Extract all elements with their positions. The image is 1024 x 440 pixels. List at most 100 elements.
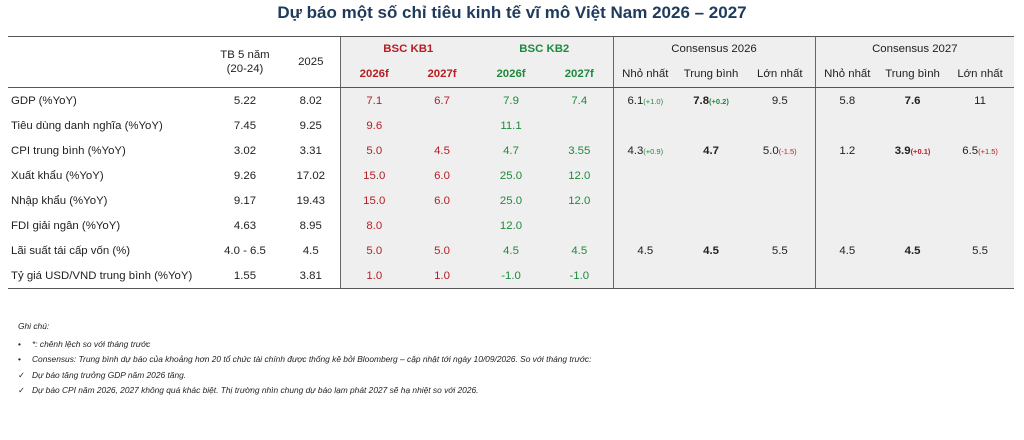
cell-c27-max bbox=[946, 113, 1015, 138]
cell-tb5-value: 9.17 bbox=[233, 194, 257, 207]
header-kb1: BSC KB1 bbox=[339, 36, 477, 61]
cell-kb2-2027: 4.5 bbox=[546, 238, 614, 263]
cell-c26-mid: 4.5 bbox=[677, 238, 746, 263]
row-label-value: FDI giải ngân (%YoY) bbox=[11, 219, 121, 232]
table-row: Lãi suất tái cấp vốn (%) 4.0 - 6.5 4.5 5.0 5… bbox=[8, 238, 1015, 263]
cell-kb1-2026-value: 7.1 bbox=[366, 94, 383, 107]
cell-kb1-2027: 6.7 bbox=[408, 87, 477, 113]
cell-c27-max bbox=[946, 163, 1015, 188]
cell-2025-value: 4.5 bbox=[302, 244, 319, 257]
cell-kb2-2026-value: 25.0 bbox=[499, 169, 523, 182]
cell-kb2-2026-value: 4.7 bbox=[503, 144, 519, 157]
cell-kb1-2026: 7.1 bbox=[339, 87, 408, 113]
cell-c27-min: 5.8 bbox=[815, 87, 880, 113]
notes-section: Ghi chú: • *: chênh lệch so với tháng trư… bbox=[18, 319, 591, 399]
cell-c27-max bbox=[946, 213, 1015, 238]
note-marker: • bbox=[18, 354, 21, 364]
cell-kb2-2026: 12.0 bbox=[476, 213, 547, 238]
cell-c26-min bbox=[613, 113, 678, 138]
cell-c26-mid-value: 4.5 bbox=[703, 244, 719, 257]
header-kb1-2027: 2027f bbox=[408, 61, 477, 88]
cell-tb5: 7.45 bbox=[208, 113, 282, 138]
header-kb1-2026: 2026f bbox=[339, 61, 408, 88]
note-text: Consensus: Trung bình dự báo của khoảng … bbox=[32, 354, 592, 364]
header-tb5-label: TB 5 năm bbox=[220, 49, 270, 61]
cell-kb1-2026: 5.0 bbox=[339, 138, 408, 163]
cell-tb5-value: 4.63 bbox=[233, 219, 257, 232]
cell-kb2-2027-value: 7.4 bbox=[571, 94, 588, 107]
row-label: Lãi suất tái cấp vốn (%) bbox=[8, 238, 208, 263]
cell-c27-max: 6.5(+1.5) bbox=[946, 138, 1015, 163]
cell-c26-max-value: 9.5 bbox=[771, 94, 788, 107]
note-item: ✓ Dự báo tăng trưởng GDP năm 2026 tăng. bbox=[18, 368, 591, 384]
cell-kb1-2026-value: 15.0 bbox=[363, 169, 386, 182]
cell-kb1-2026-value: 5.0 bbox=[366, 244, 383, 257]
cell-kb1-2027: 6.0 bbox=[408, 163, 477, 188]
page-title: Dự báo một số chỉ tiêu kinh tế vĩ mô Việ… bbox=[277, 3, 747, 22]
cell-c27-mid bbox=[879, 113, 947, 138]
cell-c27-max bbox=[946, 188, 1015, 213]
note-text: Dự báo tăng trưởng GDP năm 2026 tăng. bbox=[32, 369, 187, 380]
cell-kb2-2027: 3.55 bbox=[546, 138, 614, 163]
cell-tb5: 9.17 bbox=[208, 188, 282, 213]
change-badge: (+0.9) bbox=[643, 146, 664, 156]
cell-c27-max: 11 bbox=[946, 87, 1015, 113]
cell-tb5: 3.02 bbox=[208, 138, 282, 163]
header-kb2-2026: 2026f bbox=[476, 61, 547, 88]
row-label-value: Tỷ giá USD/VND trung bình (%YoY) bbox=[11, 269, 193, 282]
row-label-value: Tiêu dùng danh nghĩa (%YoY) bbox=[11, 119, 163, 132]
header-tb5: TB 5 năm (20-24) bbox=[208, 36, 282, 88]
cell-c27-min-value: 1.2 bbox=[839, 144, 856, 157]
cell-c27-mid-value: 4.5 bbox=[904, 244, 921, 257]
cell-c26-max: 5.5 bbox=[745, 238, 816, 263]
cell-c26-max: 9.5 bbox=[745, 87, 816, 113]
cell-2025-value: 8.95 bbox=[299, 219, 322, 232]
table-row: Nhập khẩu (%YoY) 9.17 19.43 15.0 6.0 25.0 12.0 bbox=[8, 188, 1015, 213]
cell-c27-min: 4.5 bbox=[815, 238, 880, 263]
cell-kb1-2027-value: 1.0 bbox=[434, 269, 450, 282]
cell-kb2-2027: -1.0 bbox=[546, 263, 614, 289]
cell-c27-min bbox=[815, 213, 880, 238]
cell-kb1-2027: 4.5 bbox=[408, 138, 477, 163]
notes-heading: Ghi chú: bbox=[18, 321, 50, 331]
cell-c27-mid bbox=[879, 188, 947, 213]
cell-c26-max bbox=[745, 163, 816, 188]
cell-kb1-2026: 15.0 bbox=[339, 188, 408, 213]
cell-2025: 4.5 bbox=[282, 238, 340, 263]
note-marker: ✓ bbox=[18, 369, 26, 380]
cell-kb1-2027 bbox=[408, 113, 477, 138]
cell-kb2-2026-value: 7.9 bbox=[503, 94, 519, 107]
cell-c26-mid bbox=[677, 188, 746, 213]
header-corner bbox=[8, 36, 208, 61]
cell-c26-min: 4.3(+0.9) bbox=[613, 138, 678, 163]
cell-c26-min bbox=[613, 263, 678, 289]
cell-kb2-2027: 12.0 bbox=[546, 188, 614, 213]
row-label-value: GDP (%YoY) bbox=[11, 94, 77, 107]
cell-c26-mid bbox=[677, 113, 746, 138]
note-item: • Consensus: Trung bình dự báo của khoảng… bbox=[18, 352, 591, 368]
header-c27-mid: Trung bình bbox=[879, 61, 947, 88]
cell-kb1-2027-value: 6.7 bbox=[434, 94, 450, 107]
row-label: CPI trung bình (%YoY) bbox=[8, 138, 208, 163]
cell-kb2-2026: 4.7 bbox=[476, 138, 547, 163]
cell-kb1-2027 bbox=[408, 213, 477, 238]
table-row: Xuất khẩu (%YoY) 9.26 17.02 15.0 6.0 25.0 12.0 bbox=[8, 163, 1015, 188]
cell-2025: 8.95 bbox=[282, 213, 340, 238]
cell-c27-max bbox=[946, 263, 1015, 289]
cell-kb2-2026: 25.0 bbox=[476, 163, 547, 188]
cell-c26-max-value: 5.0 bbox=[762, 144, 779, 157]
cell-c27-mid bbox=[879, 163, 947, 188]
cell-c27-min: 1.2 bbox=[815, 138, 880, 163]
cell-kb1-2026-value: 9.6 bbox=[366, 119, 383, 132]
cell-kb1-2026-value: 5.0 bbox=[366, 144, 383, 157]
cell-tb5-value: 7.45 bbox=[233, 119, 257, 132]
cell-kb2-2027-value: 4.5 bbox=[571, 244, 588, 257]
row-label: Nhập khẩu (%YoY) bbox=[8, 188, 208, 213]
header-2025: 2025 bbox=[282, 36, 340, 88]
cell-tb5-value: 1.55 bbox=[233, 269, 257, 282]
cell-tb5: 4.0 - 6.5 bbox=[208, 238, 282, 263]
cell-c26-min bbox=[613, 213, 678, 238]
header-consensus-2026: Consensus 2026 bbox=[613, 36, 816, 61]
header-c26-mid: Trung bình bbox=[677, 61, 746, 88]
cell-tb5: 1.55 bbox=[208, 263, 282, 289]
